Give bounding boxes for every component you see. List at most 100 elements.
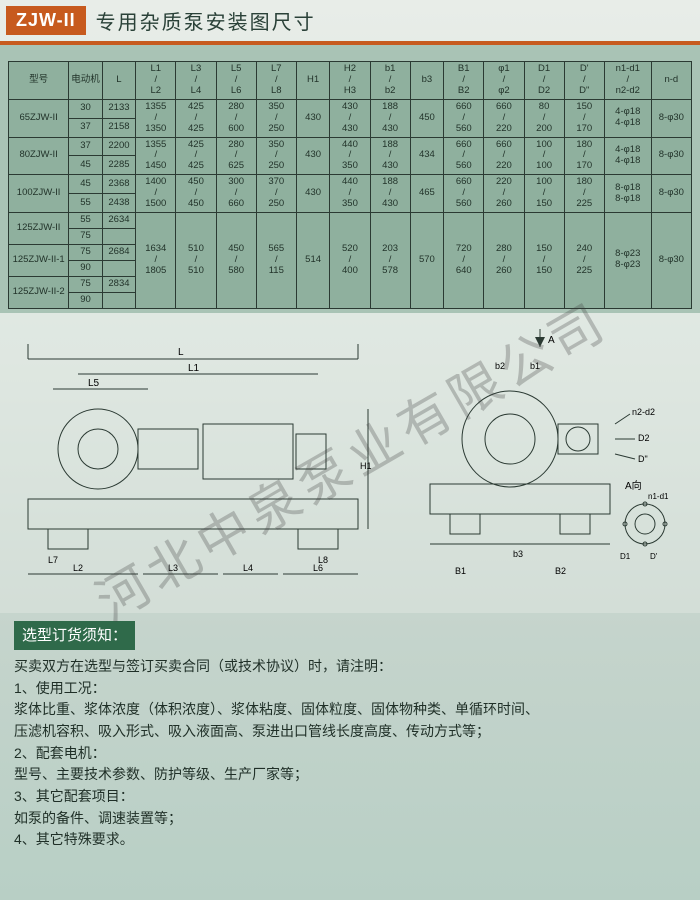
svg-text:D": D" bbox=[638, 454, 648, 464]
table-cell: 280 / 625 bbox=[216, 137, 256, 175]
table-cell: 425 / 425 bbox=[176, 99, 216, 137]
table-cell: 660 / 220 bbox=[484, 99, 524, 137]
table-cell: 180 / 170 bbox=[564, 137, 604, 175]
dim-label: L1 bbox=[188, 363, 200, 374]
svg-text:D2: D2 bbox=[638, 433, 650, 443]
table-cell: 4-φ18 4-φ18 bbox=[604, 137, 651, 175]
table-cell: 150 / 170 bbox=[564, 99, 604, 137]
table-cell: 8-φ30 bbox=[651, 99, 691, 137]
table-col-header: L3 / L4 bbox=[176, 62, 216, 100]
table-cell: 434 bbox=[410, 137, 443, 175]
table-cell: 8-φ30 bbox=[651, 213, 691, 309]
svg-text:L8: L8 bbox=[318, 555, 328, 565]
table-cell: 350 / 250 bbox=[256, 137, 296, 175]
table-cell: 8-φ18 8-φ18 bbox=[604, 175, 651, 213]
pump-side-view-drawing: L L1 L5 L2 L3 L4 L6 L7 L8 H1 bbox=[18, 329, 378, 579]
table-cell: 55 bbox=[69, 213, 102, 229]
svg-text:D1: D1 bbox=[620, 552, 631, 561]
table-col-header: n-d bbox=[651, 62, 691, 100]
table-cell: 125ZJW-II-1 bbox=[9, 244, 69, 276]
table-cell: 125ZJW-II bbox=[9, 213, 69, 245]
table-cell: 37 bbox=[69, 118, 102, 137]
table-cell: 1634 / 1805 bbox=[136, 213, 176, 309]
table-cell: 565 / 115 bbox=[256, 213, 296, 309]
table-cell bbox=[102, 292, 135, 308]
svg-text:b1: b1 bbox=[530, 361, 540, 371]
table-row: 80ZJW-II3722001355 / 1450425 / 425280 / … bbox=[9, 137, 692, 156]
table-cell: 440 / 350 bbox=[330, 137, 370, 175]
table-cell: 450 / 580 bbox=[216, 213, 256, 309]
table-cell: 8-φ30 bbox=[651, 137, 691, 175]
table-cell: 660 / 560 bbox=[444, 99, 484, 137]
table-cell: 90 bbox=[69, 292, 102, 308]
table-cell: 125ZJW-II-2 bbox=[9, 276, 69, 308]
table-cell: 1355 / 1450 bbox=[136, 137, 176, 175]
table-cell: 75 bbox=[69, 228, 102, 244]
table-cell: 37 bbox=[69, 137, 102, 156]
table-cell bbox=[102, 228, 135, 244]
table-cell: 2133 bbox=[102, 99, 135, 118]
table-cell: 75 bbox=[69, 244, 102, 260]
table-col-header: 电动机 bbox=[69, 62, 102, 100]
table-cell: 1400 / 1500 bbox=[136, 175, 176, 213]
dim-label: L5 bbox=[88, 378, 100, 389]
table-cell: 2200 bbox=[102, 137, 135, 156]
table-cell: 2834 bbox=[102, 276, 135, 292]
table-cell: 80 / 200 bbox=[524, 99, 564, 137]
installation-diagram: L L1 L5 L2 L3 L4 L6 L7 L8 H1 A n2-d2 D2 … bbox=[0, 313, 700, 613]
table-cell: 720 / 640 bbox=[444, 213, 484, 309]
notes-title: 选型订货须知： bbox=[14, 621, 135, 650]
table-cell: 430 bbox=[296, 175, 329, 213]
table-cell: 188 / 430 bbox=[370, 137, 410, 175]
table-cell: 425 / 425 bbox=[176, 137, 216, 175]
table-cell: 660 / 220 bbox=[484, 137, 524, 175]
table-col-header: b1 / b2 bbox=[370, 62, 410, 100]
table-cell: 240 / 225 bbox=[564, 213, 604, 309]
table-col-header: b3 bbox=[410, 62, 443, 100]
table-cell: 8-φ23 8-φ23 bbox=[604, 213, 651, 309]
table-col-header: H1 bbox=[296, 62, 329, 100]
table-col-header: H2 / H3 bbox=[330, 62, 370, 100]
table-cell: 370 / 250 bbox=[256, 175, 296, 213]
table-cell: 280 / 260 bbox=[484, 213, 524, 309]
table-cell: 100 / 150 bbox=[524, 175, 564, 213]
table-cell: 430 bbox=[296, 99, 329, 137]
table-cell: 150 / 150 bbox=[524, 213, 564, 309]
table-col-header: L7 / L8 bbox=[256, 62, 296, 100]
page-header: ZJW-II 专用杂质泵安装图尺寸 bbox=[0, 0, 700, 45]
table-cell: 90 bbox=[69, 260, 102, 276]
svg-text:B2: B2 bbox=[555, 566, 566, 576]
table-col-header: B1 / B2 bbox=[444, 62, 484, 100]
table-cell: 45 bbox=[69, 156, 102, 175]
table-cell: 203 / 578 bbox=[370, 213, 410, 309]
table-col-header: L1 / L2 bbox=[136, 62, 176, 100]
svg-text:b3: b3 bbox=[513, 549, 523, 559]
table-cell: 300 / 660 bbox=[216, 175, 256, 213]
table-row: 100ZJW-II4523681400 / 1500450 / 450300 /… bbox=[9, 175, 692, 194]
svg-text:L4: L4 bbox=[243, 563, 253, 573]
svg-text:B1: B1 bbox=[455, 566, 466, 576]
table-cell: 55 bbox=[69, 194, 102, 213]
table-cell: 2438 bbox=[102, 194, 135, 213]
table-cell: 220 / 260 bbox=[484, 175, 524, 213]
table-col-header: 型号 bbox=[9, 62, 69, 100]
table-cell: 2684 bbox=[102, 244, 135, 260]
table-cell: 80ZJW-II bbox=[9, 137, 69, 175]
table-col-header: n1-d1 / n2-d2 bbox=[604, 62, 651, 100]
table-cell: 4-φ18 4-φ18 bbox=[604, 99, 651, 137]
table-cell: 2368 bbox=[102, 175, 135, 194]
notes-line: 压滤机容积、吸入形式、吸入液面高、泵进出口管线长度高度、传动方式等； bbox=[14, 721, 686, 743]
svg-text:L3: L3 bbox=[168, 563, 178, 573]
pump-front-view-drawing: A n2-d2 D2 D" b2 b1 b3 A向 D1 D' n1-d1 B1… bbox=[400, 329, 680, 579]
table-cell: 2285 bbox=[102, 156, 135, 175]
svg-text:A向: A向 bbox=[625, 479, 642, 492]
table-cell: 180 / 225 bbox=[564, 175, 604, 213]
table-col-header: L5 / L6 bbox=[216, 62, 256, 100]
table-cell: 660 / 560 bbox=[444, 175, 484, 213]
table-cell: 510 / 510 bbox=[176, 213, 216, 309]
page-title: 专用杂质泵安装图尺寸 bbox=[96, 6, 316, 35]
table-cell: 45 bbox=[69, 175, 102, 194]
table-cell: 30 bbox=[69, 99, 102, 118]
table-cell: 450 bbox=[410, 99, 443, 137]
table-row: 65ZJW-II3021331355 / 1350425 / 425280 / … bbox=[9, 99, 692, 118]
